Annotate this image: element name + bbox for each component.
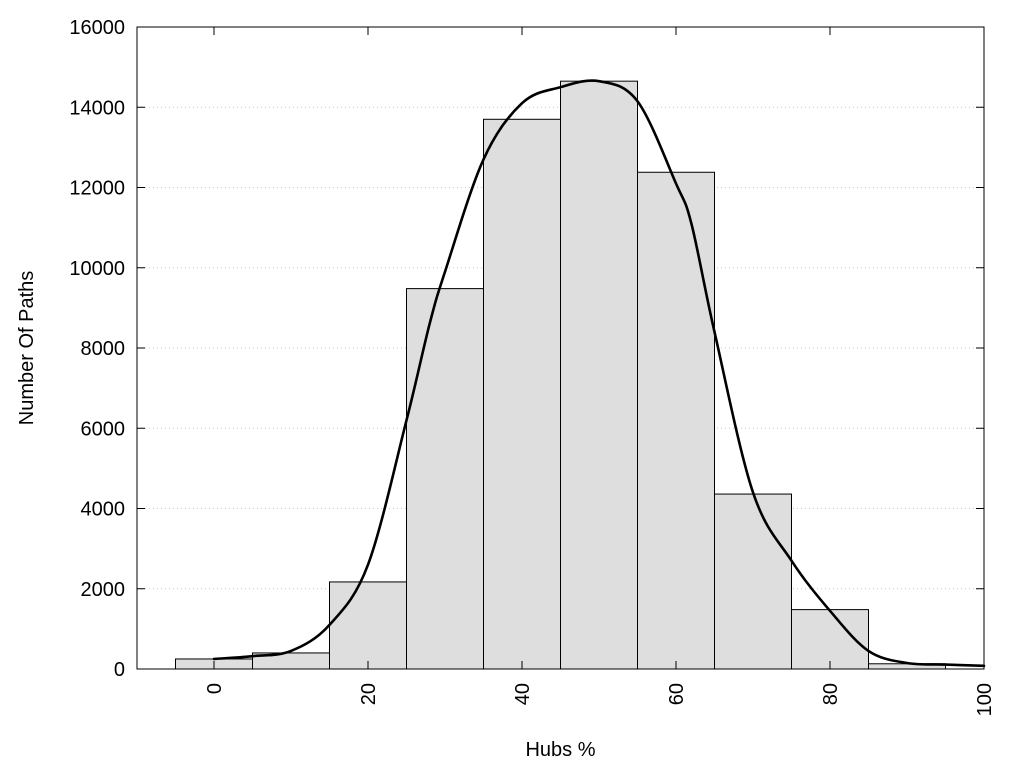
- x-tick-label: 100: [974, 683, 996, 716]
- axis-ticks: [137, 26, 985, 670]
- histogram-bars: [175, 80, 946, 670]
- y-tick-label: 4000: [81, 499, 126, 521]
- x-tick-label: 20: [358, 683, 380, 705]
- histogram-bar: [714, 493, 792, 670]
- y-tick-label: 16000: [69, 17, 125, 39]
- histogram-bar: [483, 118, 561, 670]
- histogram-bar: [406, 288, 484, 670]
- x-tick-label: 80: [820, 683, 842, 705]
- x-axis-tick-labels: 0 20 40 60 80 100: [204, 683, 996, 716]
- histogram-bar: [637, 171, 715, 670]
- histogram-bar: [560, 80, 638, 670]
- y-axis-title: Number Of Paths: [16, 271, 38, 426]
- x-axis-title: Hubs %: [525, 739, 595, 761]
- y-tick-label: 0: [114, 659, 125, 681]
- histogram-bar: [329, 581, 407, 670]
- density-curve: [212, 79, 986, 668]
- y-axis-tick-labels: 0 2000 4000 6000 8000 10000 12000 14000 16000: [69, 17, 125, 681]
- x-tick-label: 40: [512, 683, 534, 705]
- y-tick-label: 2000: [81, 579, 126, 601]
- y-tick-label: 14000: [69, 97, 125, 119]
- x-tick-label: 0: [204, 683, 226, 694]
- y-tick-label: 6000: [81, 418, 126, 440]
- y-tick-label: 8000: [81, 338, 126, 360]
- y-tick-label: 12000: [69, 178, 125, 200]
- y-tick-label: 10000: [69, 258, 125, 280]
- x-tick-label: 60: [666, 683, 688, 705]
